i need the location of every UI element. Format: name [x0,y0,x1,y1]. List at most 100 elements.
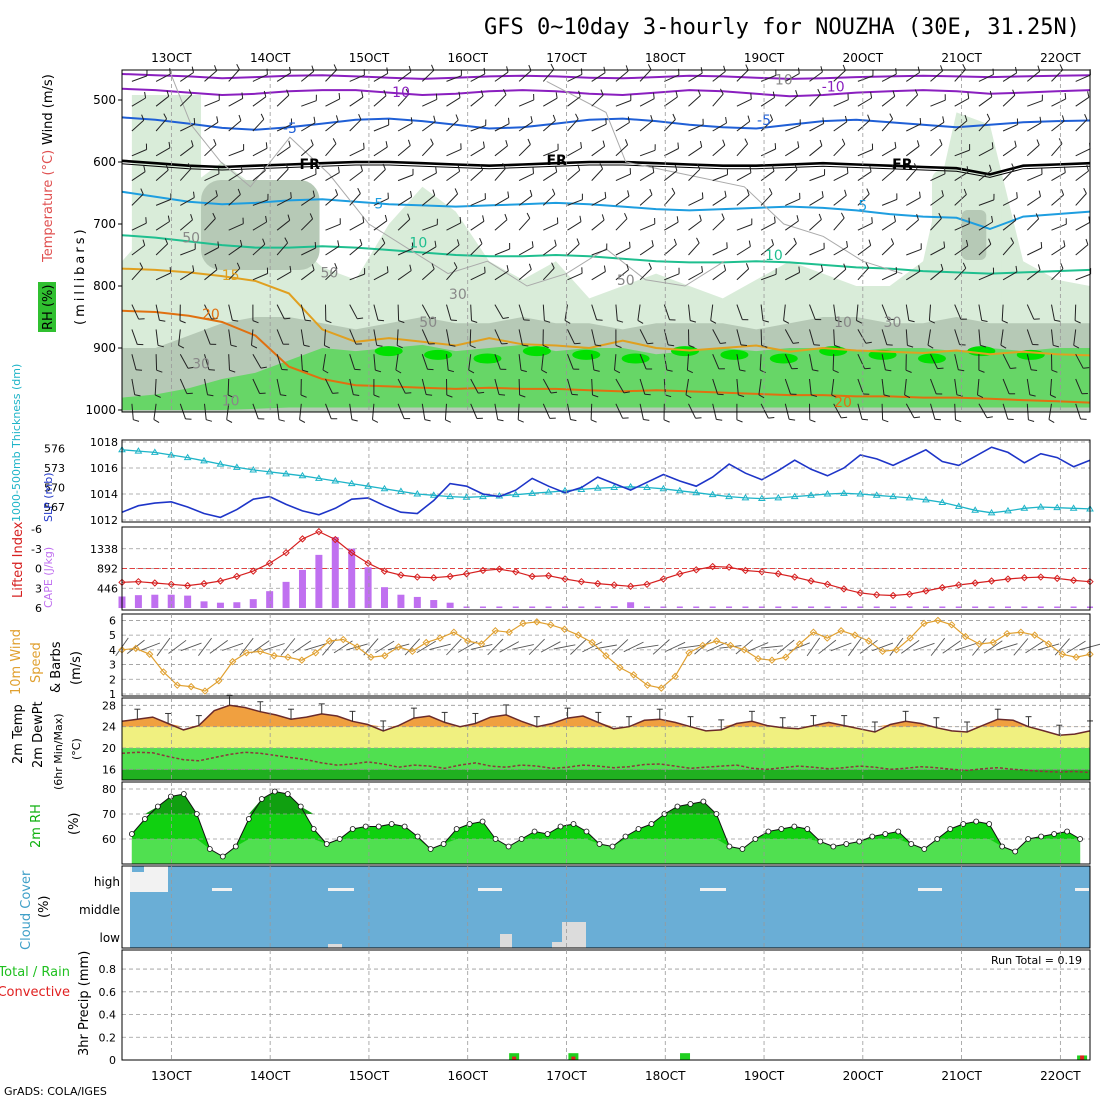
rh-upper-patch [131,95,202,325]
wind-barb [301,100,317,107]
wind-barb [397,174,414,182]
rh2m-point [427,846,434,852]
thickness-point [692,488,701,496]
wind-barb [470,220,485,231]
cape-bar [922,606,929,608]
wind-barb [1074,304,1077,321]
cloud-low-gap [552,942,564,948]
wind10-barb [512,644,534,650]
li-point [955,581,963,589]
wind-barb [639,120,653,132]
wind-barb-flag [651,240,654,247]
wind10-barb [292,640,312,654]
rh2m-tick: 70 [102,808,116,821]
wind-barb-flag [675,91,678,98]
wind10-point [920,619,928,628]
wind-barb [542,403,551,419]
wind-barb-flag [977,394,984,399]
wind10-point [505,628,513,636]
wind10-barb [1013,638,1029,656]
wind-barb [228,329,232,346]
wind-barb [301,196,315,206]
cloud-high-bit [132,866,144,872]
wind-barb [857,75,874,82]
wind-barb-flag [236,63,240,70]
cape-bar [709,606,716,608]
wind-barb [155,73,171,82]
band-16 [122,769,1090,780]
wind-barb [542,68,555,82]
wind-barb [349,119,362,132]
precip-tick: 0.2 [99,1031,117,1044]
wind-barb [760,170,775,182]
wind-barb-flag [615,344,622,349]
wind10-barb [322,638,337,656]
wind-barb [758,378,762,395]
rh2m-point [921,846,928,852]
wind-barb [155,354,158,371]
contour-label: 15 [222,268,240,284]
wind-barb-flag [647,342,654,345]
wind-barb-flag [941,190,944,197]
wind-barb [276,242,288,256]
wind-barb-flag [892,90,896,97]
wind-barb-flag [577,164,581,171]
wind-barb [1051,223,1067,231]
rh2m-point [882,831,889,837]
wind-barb-flag [1074,320,1081,324]
wind-barb [518,195,533,206]
wind-barb [759,354,762,371]
wind-barb [930,173,946,182]
contour-label: -10 [387,85,410,101]
wind-barb [591,123,607,132]
wind-barb [204,247,219,256]
wind-barb-flag [866,188,870,195]
wind10-point [187,682,195,691]
wind-barb-flag [1060,263,1064,269]
thickness-point [725,492,733,500]
wind-barb [518,144,531,157]
wind-barb [397,196,412,206]
thickness-tick: 576 [44,443,65,456]
wind-barb-flag [794,163,798,170]
wind-barb [567,169,581,181]
li-point [512,568,520,576]
wind-barb-flag [1087,91,1090,98]
temp2m-tick: 28 [102,699,116,712]
wind-barb-flag [978,369,985,373]
wind-barb [978,118,991,132]
cape-bar [348,548,356,608]
slp-tick: 1014 [90,488,118,501]
wind10-barb [363,638,379,656]
wind-barb [927,329,931,346]
wind-barb [422,246,437,256]
cloud-gap [478,888,502,891]
wind-barb [155,118,167,132]
wind-barb [760,304,764,321]
date-tick-top: 14OCT [250,51,291,65]
wind-barb [228,267,241,281]
wind-barb-flag [1059,64,1064,71]
wind-barb [155,95,170,107]
wind-barb-flag [575,113,579,120]
wind10-plot: 6 5 4 32 1 [109,614,1100,701]
wind-barb-flag [156,369,163,373]
wind-barb-flag [504,213,508,220]
wind-barb [446,148,462,157]
cloud-low-gap [500,934,512,948]
wind-barb-flag [373,394,380,398]
wind-barb-flag [193,191,195,198]
wind-barb [228,69,240,82]
precip-tick: 0.8 [99,963,117,976]
wind-barb [978,96,993,107]
wind10-point [837,627,845,635]
wind-barb [470,272,486,281]
wind-barb [663,354,668,371]
thickness-point [429,491,438,498]
wind-barb [204,218,216,231]
wind-barb-flag [578,90,581,97]
wind-barb [954,149,970,157]
cape-bar [873,606,880,608]
rh2m-point [154,803,161,810]
wind-barb-flag [289,265,292,272]
